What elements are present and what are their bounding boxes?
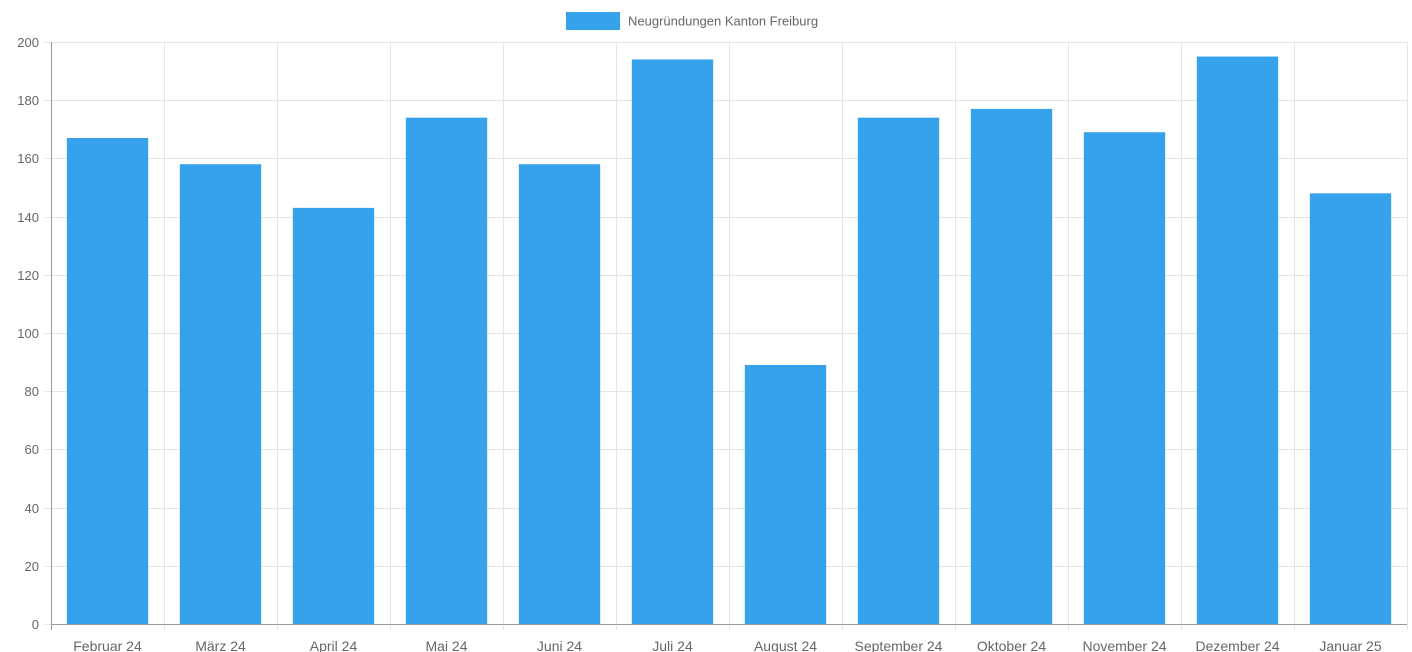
axes xyxy=(51,42,1407,630)
bar-november-24[interactable] xyxy=(1083,132,1166,624)
x-tick-label: Dezember 24 xyxy=(1195,638,1279,652)
x-tick-label: März 24 xyxy=(195,638,246,652)
y-tick-label: 140 xyxy=(17,210,39,225)
x-tick-label: Juli 24 xyxy=(652,638,693,652)
bar-dezember-24[interactable] xyxy=(1196,56,1279,625)
x-tick-label: Juni 24 xyxy=(537,638,582,652)
y-tick-label: 40 xyxy=(25,501,39,516)
bar-september-24[interactable] xyxy=(857,117,940,624)
y-tick-label: 0 xyxy=(32,617,39,632)
y-tick-label: 160 xyxy=(17,151,39,166)
y-tick-label: 180 xyxy=(17,93,39,108)
y-axis-ticks: 0 20 40 60 80 100 120 140 160 180 200 xyxy=(17,35,51,632)
x-tick-label: September 24 xyxy=(855,638,943,652)
bar-juni-24[interactable] xyxy=(518,164,601,624)
y-tick-label: 20 xyxy=(25,559,39,574)
x-tick-label: August 24 xyxy=(754,638,817,652)
bar-märz-24[interactable] xyxy=(179,164,262,624)
x-tick-label: April 24 xyxy=(310,638,358,652)
bar-januar-25[interactable] xyxy=(1309,193,1392,624)
bars xyxy=(66,56,1392,625)
x-tick-label: Februar 24 xyxy=(73,638,142,652)
x-axis-ticks: Februar 24 März 24 April 24 Mai 24 Juni 24 Ju… xyxy=(73,638,1382,652)
y-tick-label: 200 xyxy=(17,35,39,50)
y-tick-label: 60 xyxy=(25,442,39,457)
bar-oktober-24[interactable] xyxy=(970,108,1053,625)
legend[interactable]: Neugründungen Kanton Freiburg xyxy=(566,12,818,30)
grid-lines xyxy=(51,42,1408,630)
x-tick-label: Januar 25 xyxy=(1319,638,1381,652)
y-tick-label: 100 xyxy=(17,326,39,341)
x-tick-label: Mai 24 xyxy=(425,638,467,652)
y-tick-label: 120 xyxy=(17,268,39,283)
bar-juli-24[interactable] xyxy=(631,59,714,624)
y-tick-label: 80 xyxy=(25,384,39,399)
bar-april-24[interactable] xyxy=(292,207,375,624)
x-tick-label: November 24 xyxy=(1082,638,1166,652)
legend-swatch xyxy=(566,12,620,30)
bar-februar-24[interactable] xyxy=(66,138,149,624)
x-tick-label: Oktober 24 xyxy=(977,638,1046,652)
bar-august-24[interactable] xyxy=(744,365,827,624)
legend-label: Neugründungen Kanton Freiburg xyxy=(628,14,818,29)
bar-mai-24[interactable] xyxy=(405,117,488,624)
